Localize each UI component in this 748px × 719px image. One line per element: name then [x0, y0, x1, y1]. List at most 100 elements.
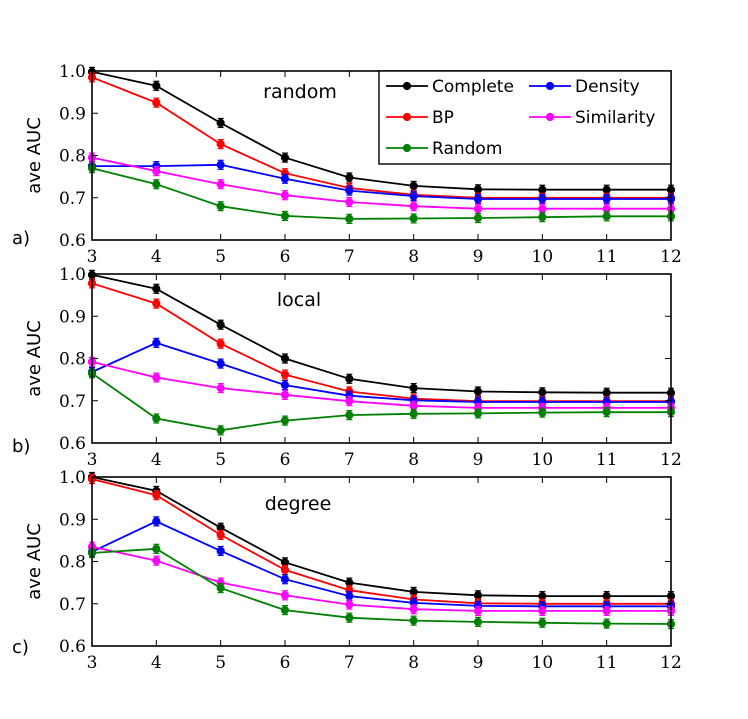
- data-point: [280, 381, 290, 390]
- panel-b: 3 4 5 6 7 8 9 10 11 12 0.6 0.7 0.8 0.9 1.0 ave AUC b) loc…: [12, 265, 682, 470]
- x-tick-label: 5: [215, 653, 226, 673]
- y-tick-label: 0.9: [59, 307, 86, 327]
- data-point: [152, 81, 161, 90]
- data-point: [409, 409, 418, 418]
- y-tick-label: 0.8: [59, 553, 86, 573]
- plot-frame: [91, 273, 672, 444]
- data-point: [345, 592, 354, 601]
- series-line: [91, 361, 671, 409]
- data-point: [216, 584, 225, 593]
- data-point: [345, 173, 354, 182]
- data-point: [473, 409, 483, 418]
- data-point: [538, 388, 547, 397]
- data-point: [602, 194, 611, 204]
- data-point: [473, 204, 483, 213]
- data-point: [152, 373, 161, 382]
- data-point: [602, 408, 611, 417]
- data-point: [538, 408, 547, 417]
- x-tick-label: 12: [660, 247, 682, 267]
- data-point: [602, 212, 611, 221]
- data-point: [280, 354, 290, 363]
- data-point: [280, 390, 290, 399]
- data-point: [280, 416, 290, 425]
- y-tick-label: 0.9: [59, 104, 86, 124]
- x-tick-label: 11: [596, 450, 618, 470]
- data-point: [538, 204, 547, 213]
- series-complete: [87, 269, 676, 398]
- data-point: [280, 565, 290, 575]
- data-point: [280, 575, 290, 584]
- data-point: [538, 213, 547, 222]
- x-tick-label: 10: [532, 450, 554, 470]
- series-line: [91, 76, 671, 199]
- y-tick-label: 0.8: [59, 147, 86, 167]
- series-line: [91, 547, 672, 625]
- data-point: [152, 544, 161, 553]
- data-point: [280, 370, 290, 379]
- x-tick-label: 6: [280, 247, 291, 267]
- data-point: [152, 491, 161, 500]
- x-tick-label: 4: [151, 247, 162, 267]
- y-axis-label: ave AUC: [24, 117, 45, 194]
- y-tick-label: 0.8: [59, 350, 86, 370]
- x-tick-label: 7: [344, 653, 355, 673]
- data-point: [345, 600, 354, 609]
- x-tick-label: 10: [532, 653, 554, 673]
- legend-entry-similarity: Similarity: [529, 108, 655, 128]
- x-tick-label: 3: [87, 653, 98, 673]
- data-point: [152, 338, 161, 347]
- legend-marker: [402, 81, 412, 91]
- data-point: [473, 213, 483, 223]
- y-tick-label: 1.0: [59, 265, 86, 285]
- data-point: [280, 591, 290, 600]
- series-line: [91, 341, 671, 403]
- series-line: [91, 70, 671, 191]
- series-bp: [87, 474, 676, 609]
- data-point: [345, 186, 354, 195]
- data-point: [409, 214, 418, 223]
- x-tick-label: 4: [151, 450, 162, 470]
- series-line: [92, 163, 671, 200]
- legend-label: Complete: [432, 77, 514, 97]
- data-point: [152, 556, 161, 565]
- y-tick-label: 0.7: [59, 392, 86, 412]
- data-point: [216, 180, 225, 189]
- series-line: [91, 520, 671, 608]
- x-tick-label: 6: [280, 450, 291, 470]
- data-point: [473, 617, 483, 627]
- data-point: [602, 388, 611, 397]
- series-line: [91, 545, 671, 612]
- series-density: [87, 337, 676, 408]
- series-random: [87, 543, 676, 630]
- legend-entry-density: Density: [529, 77, 640, 97]
- x-tick-label: 9: [473, 653, 484, 673]
- legend-label: Density: [575, 77, 640, 97]
- x-tick-label: 8: [408, 247, 419, 267]
- data-point: [345, 374, 354, 383]
- data-point: [345, 397, 354, 406]
- y-tick-label: 1.0: [59, 62, 86, 82]
- data-point: [538, 194, 547, 204]
- y-tick-label: 0.7: [59, 189, 86, 209]
- plot-frame: [91, 476, 672, 647]
- data-point: [473, 606, 483, 616]
- data-point: [409, 383, 418, 393]
- panel-annotation: degree: [265, 493, 332, 515]
- legend-marker: [402, 143, 412, 153]
- legend-marker: [402, 112, 412, 122]
- data-point: [152, 284, 161, 293]
- data-point: [602, 619, 611, 628]
- y-axis-label: ave AUC: [24, 523, 45, 600]
- data-point: [216, 426, 225, 435]
- x-tick-label: 9: [473, 450, 484, 470]
- series-line: [91, 372, 671, 432]
- data-point: [216, 118, 225, 128]
- series-complete: [87, 66, 676, 195]
- data-point: [602, 185, 611, 194]
- data-point: [216, 383, 225, 393]
- y-tick-label: 0.7: [59, 595, 86, 615]
- data-point: [473, 194, 483, 204]
- panel-annotation: local: [277, 289, 321, 311]
- series-line: [91, 478, 671, 605]
